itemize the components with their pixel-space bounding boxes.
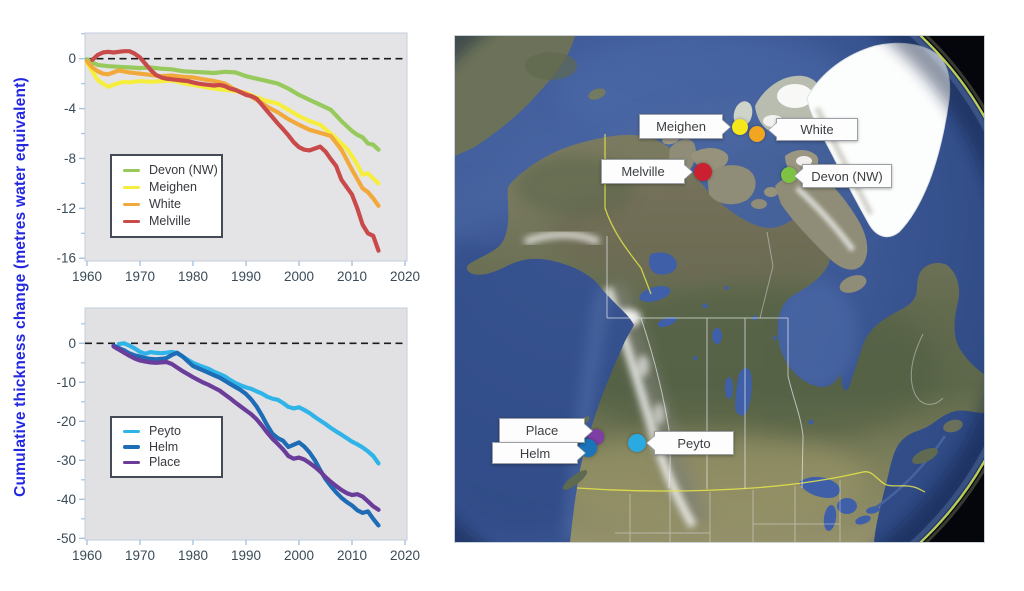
svg-text:1970: 1970 — [125, 548, 155, 563]
legend-label: Devon (NW) — [149, 163, 218, 178]
series-Place — [111, 344, 381, 512]
svg-text:-12: -12 — [56, 201, 76, 216]
svg-text:2000: 2000 — [284, 548, 314, 563]
svg-text:1960: 1960 — [72, 548, 102, 563]
legend-swatch — [123, 460, 140, 465]
legend-item: Peyto — [123, 425, 221, 438]
map-callout-helm: Helm — [492, 442, 578, 464]
svg-text:-8: -8 — [64, 151, 76, 166]
svg-text:0: 0 — [68, 51, 76, 66]
legend-item: Helm — [123, 441, 221, 454]
political-borders — [576, 134, 944, 542]
svg-text:-50: -50 — [56, 531, 76, 546]
arctic-glaciers-plot: 0 -4 -8 -12 -16 1960 1970 1980 1990 2000 2010 2020 — [56, 32, 420, 284]
legend-swatch — [123, 429, 140, 434]
satellite-map-canada: Meighen White Melville Devon (NW) Place Helm P… — [454, 35, 985, 543]
legend-swatch — [123, 168, 140, 173]
series-Devon (NW) — [84, 57, 381, 152]
legend-label: Melville — [149, 214, 191, 229]
legend-arctic-glaciers: Devon (NW) Meighen White Melville — [110, 154, 223, 238]
st-lawrence — [874, 435, 947, 510]
svg-text:-10: -10 — [56, 375, 76, 390]
svg-text:1990: 1990 — [231, 548, 261, 563]
southampton-island — [839, 275, 867, 293]
svg-text:2010: 2010 — [337, 269, 367, 284]
svg-text:2000: 2000 — [284, 269, 314, 284]
svg-text:-30: -30 — [56, 453, 76, 468]
svg-text:0: 0 — [68, 336, 76, 351]
svg-text:-40: -40 — [56, 492, 76, 507]
map-callout-white: White — [776, 118, 858, 141]
series-Peyto — [116, 341, 381, 466]
map-callout-meighen: Meighen — [639, 114, 723, 139]
series-Melville — [90, 49, 381, 253]
legend-item: White — [123, 198, 221, 211]
svg-text:-16: -16 — [56, 251, 76, 266]
western-glaciers-plot: 0 -10 -20 -30 -40 -50 1960 1970 1980 1990 2000 2010… — [56, 307, 420, 563]
legend-label: Place — [149, 455, 181, 470]
series-White — [84, 59, 381, 208]
map-callout-peyto: Peyto — [654, 431, 734, 455]
legend-item: Meighen — [123, 181, 221, 194]
chart-western-glaciers: 0 -10 -20 -30 -40 -50 1960 1970 1980 1990 2000 2010… — [40, 300, 440, 590]
legend-item: Melville — [123, 215, 221, 228]
svg-text:1980: 1980 — [178, 548, 208, 563]
legend-label: Peyto — [149, 424, 181, 439]
map-overlays: Meighen White Melville Devon (NW) Place Helm P… — [455, 36, 984, 542]
map-callout-place: Place — [499, 418, 585, 443]
svg-text:-20: -20 — [56, 414, 76, 429]
legend-label: White — [149, 197, 181, 212]
svg-text:2010: 2010 — [337, 548, 367, 563]
map-callout-devon-nw-: Devon (NW) — [802, 164, 892, 188]
legend-western-glaciers: Peyto Helm Place — [110, 416, 223, 478]
legend-swatch — [123, 202, 140, 207]
legend-swatch — [123, 185, 140, 190]
vancouver-island — [562, 470, 588, 490]
y-axis-title: Cumulative thickness change (metres wate… — [12, 77, 29, 497]
legend-swatch — [123, 445, 140, 449]
legend-swatch — [123, 219, 140, 224]
svg-text:2020: 2020 — [390, 269, 420, 284]
series-Helm — [111, 343, 381, 528]
lakes — [639, 252, 880, 531]
legend-label: Meighen — [149, 180, 197, 195]
svg-text:1970: 1970 — [125, 269, 155, 284]
svg-text:1980: 1980 — [178, 269, 208, 284]
map-callout-melville: Melville — [601, 159, 685, 184]
legend-label: Helm — [149, 439, 179, 454]
svg-text:2020: 2020 — [390, 548, 420, 563]
svg-text:-4: -4 — [64, 101, 76, 116]
legend-item: Devon (NW) — [123, 164, 221, 177]
chart-arctic-glaciers: 0 -4 -8 -12 -16 1960 1970 1980 1990 2000 2010 2020 — [40, 25, 440, 302]
legend-item: Place — [123, 456, 221, 469]
svg-text:1960: 1960 — [72, 269, 102, 284]
svg-text:1990: 1990 — [231, 269, 261, 284]
